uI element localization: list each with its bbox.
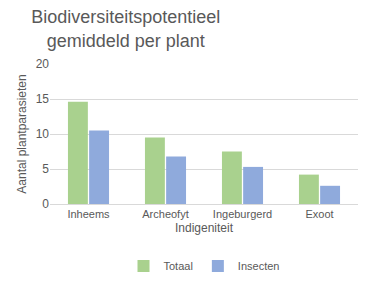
svg-text:Archeofyt: Archeofyt xyxy=(142,208,188,220)
svg-text:Ingeburgerd: Ingeburgerd xyxy=(213,208,272,220)
svg-text:10: 10 xyxy=(36,127,50,141)
svg-text:Indigeniteit: Indigeniteit xyxy=(175,221,234,235)
svg-text:Biodiversiteitspotentieelgemid: Biodiversiteitspotentieelgemiddeld per p… xyxy=(31,7,220,50)
svg-text:20: 20 xyxy=(36,57,50,71)
svg-text:15: 15 xyxy=(36,92,50,106)
svg-text:Aantal plantparasieten: Aantal plantparasieten xyxy=(15,74,29,193)
svg-text:5: 5 xyxy=(42,162,49,176)
svg-text:Totaal: Totaal xyxy=(164,260,193,272)
svg-text:Insecten: Insecten xyxy=(238,260,280,272)
svg-text:Exoot: Exoot xyxy=(305,208,333,220)
svg-text:0: 0 xyxy=(42,197,49,211)
svg-text:Inheems: Inheems xyxy=(67,208,110,220)
